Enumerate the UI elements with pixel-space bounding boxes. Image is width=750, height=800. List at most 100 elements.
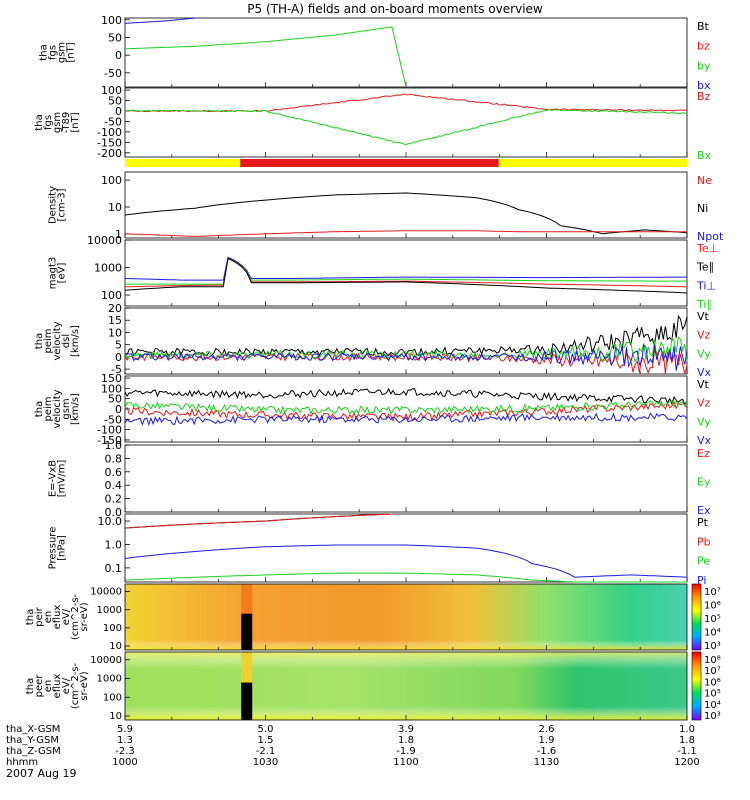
y-tick-label: 50 bbox=[108, 95, 122, 108]
panel-frame bbox=[124, 513, 688, 583]
y-tick-label: 100 bbox=[101, 84, 122, 97]
legend-entry: Ni bbox=[697, 202, 708, 215]
axis-row-value: -2.3 bbox=[115, 746, 135, 757]
y-tick-label: 0.4 bbox=[105, 479, 123, 492]
y-tick-label: 10 bbox=[109, 641, 122, 652]
series-line-Bz bbox=[124, 93, 688, 113]
legend-entry: Ez bbox=[697, 447, 710, 460]
y-tick-label: 0 bbox=[115, 49, 122, 62]
legend-entry: bx bbox=[697, 79, 711, 92]
y-tick-label: 1000 bbox=[94, 262, 122, 275]
legend-entry: Vx bbox=[697, 434, 712, 447]
spectrogram-shade bbox=[125, 584, 687, 650]
axis-row-value: 2.6 bbox=[539, 724, 555, 735]
colorbar-tick-label: 10⁵ bbox=[704, 689, 721, 700]
y-axis-label: magt3 bbox=[48, 257, 59, 290]
colorbar-tick-label: 10⁸ bbox=[704, 655, 721, 666]
panel-frame bbox=[124, 87, 688, 158]
colorbar-tick-label: 10⁵ bbox=[704, 614, 721, 625]
colorbar-tick-label: 10⁶ bbox=[704, 677, 721, 688]
panel-frame bbox=[124, 17, 688, 88]
axis-row-label: tha_Y-GSM bbox=[6, 735, 59, 746]
colorbar-tick-label: 10⁷ bbox=[704, 587, 721, 598]
y-axis-label: tha bbox=[25, 678, 36, 694]
y-tick-label: -150 bbox=[97, 136, 122, 149]
panel-frame bbox=[124, 444, 688, 513]
y-tick-label: 1000 bbox=[97, 605, 122, 616]
legend-entry: Vt bbox=[697, 310, 710, 323]
y-tick-label: 100 bbox=[101, 289, 122, 302]
panel-frame bbox=[124, 171, 688, 239]
y-axis-label: en bbox=[43, 680, 54, 693]
legend-entry: Npot bbox=[697, 230, 724, 243]
panel-efield: 1.00.80.60.40.20.0 E=-VxB[mV/m] Ez Ey Ex bbox=[48, 439, 711, 519]
colorbar-tick-label: 10³ bbox=[704, 641, 721, 652]
y-axis-label: (cm^2-s- bbox=[70, 593, 81, 640]
y-tick-label: 15 bbox=[108, 314, 122, 327]
y-axis-label: gsm bbox=[61, 398, 72, 419]
y-axis-label: eflux bbox=[52, 605, 63, 630]
panel-density: 100 10 1 Density[cm-3] Ne Ni Npot bbox=[48, 171, 724, 243]
colorbar-tick-label: 10⁶ bbox=[704, 601, 721, 612]
series-line-bx bbox=[125, 17, 196, 24]
colorbar-tick-label: 10³ bbox=[704, 711, 721, 722]
y-tick-label: 10 bbox=[108, 201, 122, 214]
y-axis-label: sr-eV) bbox=[79, 671, 90, 700]
y-axis-label: [km/s] bbox=[70, 393, 81, 425]
y-axis-label: [nT] bbox=[66, 42, 77, 62]
y-tick-label: -50 bbox=[104, 67, 122, 80]
y-tick-label: 1.0 bbox=[105, 538, 123, 551]
y-axis-label: en bbox=[43, 611, 54, 624]
panel-frame bbox=[124, 375, 688, 443]
y-tick-label: 10000 bbox=[90, 587, 122, 598]
axis-row-value: 1.5 bbox=[258, 735, 274, 746]
axis-row-value: 1030 bbox=[253, 757, 278, 768]
series-line-Ne bbox=[124, 230, 687, 237]
series-line-Vy bbox=[124, 336, 688, 363]
colorbar-tick-label: 10⁴ bbox=[704, 700, 721, 711]
chart-title: P5 (TH-A) fields and on-board moments ov… bbox=[247, 2, 543, 16]
y-axis-label: tha bbox=[25, 609, 36, 625]
legend-entry: Pt bbox=[697, 516, 709, 529]
legend-entry: Te∥ bbox=[696, 261, 714, 274]
legend-entry: by bbox=[697, 59, 711, 72]
series-line-Vt bbox=[124, 387, 688, 406]
y-tick-label: 10 bbox=[108, 326, 122, 339]
legend-entry: Te⊥ bbox=[696, 242, 718, 255]
y-tick-label: 0 bbox=[115, 351, 122, 364]
series-line-Ti∥ bbox=[125, 257, 687, 285]
y-tick-label: 0.0 bbox=[105, 506, 123, 519]
axis-row-value: 1.3 bbox=[117, 735, 133, 746]
axis-row-value: 5.0 bbox=[258, 724, 274, 735]
y-axis-label: [mV/m] bbox=[57, 460, 68, 498]
series-line-Pe bbox=[124, 572, 687, 583]
y-axis-label: gsm bbox=[52, 112, 63, 133]
y-tick-label: 100 bbox=[103, 692, 122, 703]
y-tick-label: 0 bbox=[115, 403, 122, 416]
colorbar-tick-label: 10⁴ bbox=[704, 628, 721, 639]
y-axis-label: peir bbox=[34, 606, 45, 626]
y-axis-label: fgs bbox=[48, 45, 59, 60]
y-tick-label: 0 bbox=[115, 105, 122, 118]
series-line-Pi bbox=[124, 544, 688, 578]
mode-segment-0 bbox=[125, 159, 241, 167]
axis-row-value: -1.9 bbox=[396, 746, 416, 757]
y-axis-label: fgs bbox=[43, 115, 54, 130]
legend-entry: Vz bbox=[697, 397, 711, 410]
y-axis-label: tha bbox=[34, 333, 45, 349]
legend-entry: bz bbox=[697, 40, 710, 53]
axis-row-value: 5.9 bbox=[117, 724, 133, 735]
panel-pressure: 10.0 1.0 0.1 Pressure[nPa] Pt Pb Pe Pi bbox=[48, 513, 711, 587]
colorbar bbox=[691, 651, 702, 721]
legend-entry: Ex bbox=[697, 504, 711, 517]
axis-row-value: 1130 bbox=[534, 757, 559, 768]
date-label: 2007 Aug 19 bbox=[6, 767, 76, 780]
y-axis-label: [nT] bbox=[70, 112, 81, 132]
y-tick-label: 100 bbox=[103, 623, 122, 634]
y-tick-label: 10000 bbox=[87, 234, 122, 247]
legend-entry: Pb bbox=[697, 535, 711, 548]
panel-peir-eflux: 10⁷ 10⁶ 10⁵ 10⁴ 10³ 10000 1000 100 10 thapeirenef… bbox=[25, 583, 721, 652]
